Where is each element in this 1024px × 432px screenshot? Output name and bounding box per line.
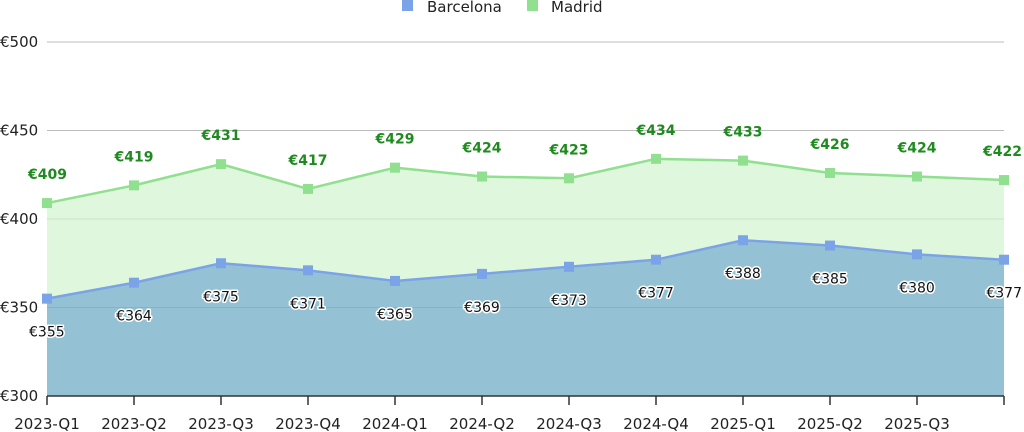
- x-tick-label: 2025-Q2: [797, 415, 863, 432]
- data-label-madrid: €433: [723, 125, 763, 141]
- data-label-barcelona: €355: [29, 325, 65, 341]
- data-point-barcelona: [738, 235, 748, 246]
- y-tick-label: €300: [0, 387, 38, 405]
- x-tick-label: 2024-Q1: [362, 415, 428, 432]
- data-label-madrid: €419: [114, 149, 154, 165]
- data-label-barcelona: €388: [725, 266, 761, 282]
- data-point-barcelona: [912, 249, 922, 260]
- data-point-barcelona: [999, 254, 1009, 265]
- x-tick-label: 2023-Q3: [188, 415, 254, 432]
- series-markers: [42, 153, 1009, 304]
- data-label-madrid: €424: [897, 141, 937, 157]
- data-point-madrid: [999, 175, 1009, 186]
- data-point-barcelona: [651, 254, 661, 265]
- data-point-barcelona: [477, 268, 487, 279]
- data-point-madrid: [129, 180, 139, 191]
- area-madrid: [47, 158, 1004, 299]
- x-tick-label: 2024-Q3: [536, 415, 602, 432]
- data-label-madrid: €422: [982, 144, 1022, 160]
- x-tick-label: 2024-Q4: [623, 415, 689, 432]
- area-barcelona: [47, 240, 1004, 396]
- data-label-madrid: €434: [636, 123, 676, 139]
- data-point-madrid: [825, 167, 835, 178]
- data-label-madrid: €431: [201, 128, 241, 144]
- legend-label-barcelona: Barcelona: [427, 0, 502, 16]
- data-point-madrid: [303, 183, 313, 194]
- data-label-barcelona: €377: [986, 286, 1022, 302]
- data-label-barcelona: €371: [290, 296, 326, 312]
- data-label-madrid: €417: [288, 153, 328, 169]
- legend-swatch-barcelona: [402, 0, 413, 11]
- data-label-madrid: €429: [375, 132, 415, 148]
- series-line-barcelona: [46, 238, 1005, 300]
- y-tick-label: €450: [0, 122, 38, 140]
- data-label-barcelona: €373: [551, 293, 587, 309]
- x-tick-label: 2025-Q3: [884, 415, 950, 432]
- x-tick-label: 2023-Q4: [275, 415, 341, 432]
- data-point-barcelona: [564, 261, 574, 272]
- legend-swatch-madrid: [527, 0, 538, 11]
- data-label-barcelona: €380: [899, 280, 935, 296]
- data-point-barcelona: [129, 277, 139, 288]
- data-labels: €409 €419 €431 €417 €429 €424 €423 €434 €433 €426…: [27, 123, 1024, 342]
- data-label-barcelona: €365: [377, 307, 413, 323]
- x-tick-label: 2023-Q2: [101, 415, 167, 432]
- data-label-madrid: €423: [549, 142, 589, 158]
- x-tick-label: 2025-Q1: [710, 415, 776, 432]
- data-label-barcelona: €364: [116, 309, 152, 325]
- data-point-barcelona: [42, 293, 52, 304]
- data-point-madrid: [912, 171, 922, 182]
- data-label-madrid: €409: [27, 167, 67, 183]
- data-label-madrid: €424: [462, 141, 502, 157]
- legend-label-madrid: Madrid: [551, 0, 603, 16]
- x-tick-label: 2024-Q2: [449, 415, 515, 432]
- data-point-madrid: [477, 171, 487, 182]
- series-areas: [47, 41, 1004, 396]
- data-point-madrid: [564, 173, 574, 184]
- data-label-barcelona: €369: [464, 300, 500, 316]
- series-line-madrid: [46, 157, 1005, 205]
- data-label-barcelona: €377: [638, 286, 674, 302]
- y-tick-label: €350: [0, 299, 38, 317]
- data-label-madrid: €426: [810, 137, 850, 153]
- y-tick-label: €500: [0, 33, 38, 51]
- data-point-barcelona: [303, 265, 313, 276]
- data-point-barcelona: [390, 275, 400, 286]
- data-point-barcelona: [825, 240, 835, 251]
- data-point-madrid: [390, 162, 400, 173]
- data-point-madrid: [738, 155, 748, 166]
- data-point-barcelona: [216, 258, 226, 269]
- data-point-madrid: [651, 153, 661, 164]
- x-tick-label: 2023-Q1: [14, 415, 80, 432]
- data-point-madrid: [42, 198, 52, 209]
- series-lines: [46, 157, 1005, 300]
- legend: Barcelona Madrid: [402, 0, 603, 16]
- data-point-madrid: [216, 159, 226, 170]
- axes: €300 €350 €400 €450 €500 2023-Q1 2023-Q2 2023-Q…: [0, 33, 1005, 432]
- data-label-barcelona: €375: [203, 289, 239, 305]
- y-tick-label: €400: [0, 210, 38, 228]
- data-label-barcelona: €385: [812, 272, 848, 288]
